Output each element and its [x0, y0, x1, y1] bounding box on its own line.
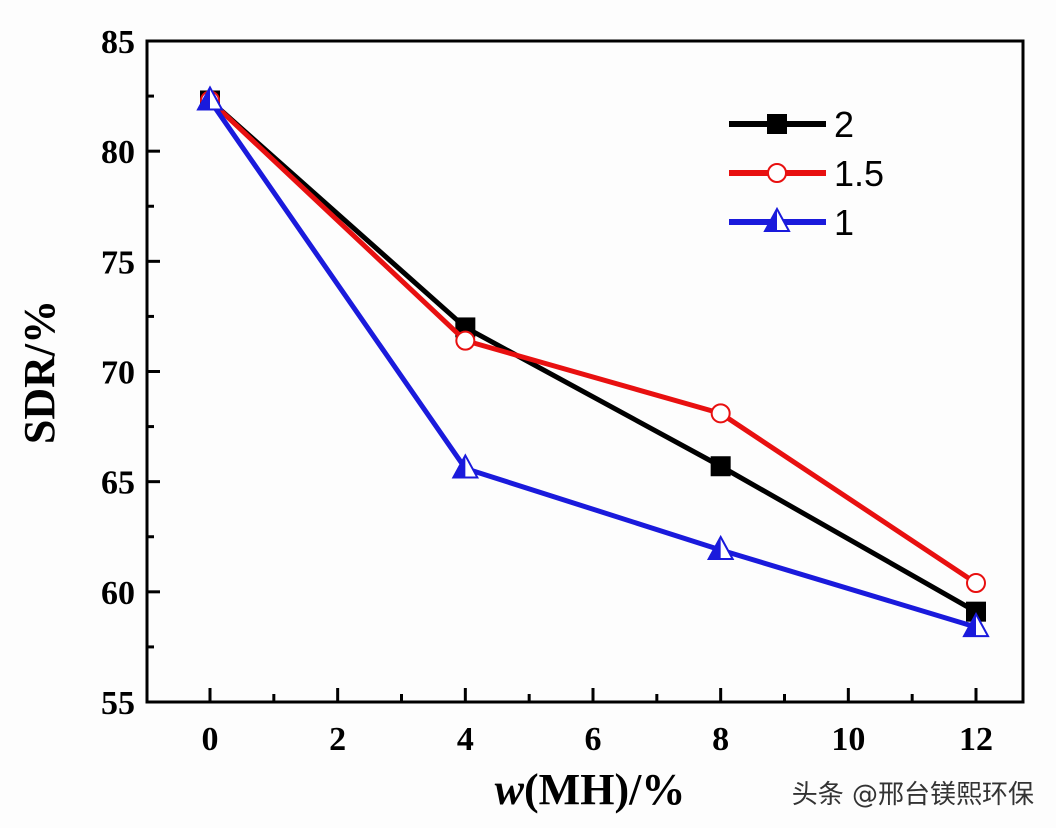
data-point	[966, 573, 986, 594]
data-point	[962, 611, 990, 638]
watermark: 头条 @邢台镁熙环保	[791, 780, 1034, 810]
x-tick-label: 2	[329, 721, 346, 758]
data-point	[706, 534, 735, 560]
x-tick-label: 8	[712, 721, 729, 758]
x-axis-title: w(MH)/%	[495, 765, 686, 814]
y-tick-label: 65	[101, 465, 135, 502]
series-line	[207, 99, 977, 630]
y-tick-label: 55	[101, 685, 135, 722]
data-point	[710, 403, 731, 424]
series-1.5	[200, 90, 986, 594]
data-point	[710, 456, 731, 477]
x-tick-label: 10	[831, 721, 865, 758]
y-tick-label: 60	[101, 575, 135, 612]
y-axis-title: SDR/%	[15, 300, 64, 444]
legend-item-1: 1	[729, 202, 854, 243]
x-axis-title-italic: w	[495, 765, 525, 814]
data-point	[455, 330, 476, 351]
legend-label: 2	[834, 104, 854, 145]
legend-item-2: 2	[729, 104, 854, 145]
triangle-fill	[708, 536, 721, 559]
legend-marker	[763, 206, 791, 232]
data-point	[966, 601, 986, 622]
data-point	[196, 85, 224, 111]
y-tick-label: 80	[101, 134, 135, 171]
data-point	[451, 453, 480, 479]
legend-label: 1.5	[834, 153, 884, 194]
legend-marker	[767, 114, 787, 134]
legend-label: 1	[834, 202, 854, 243]
x-tick-label: 12	[959, 721, 993, 758]
legend-item-1.5: 1.5	[729, 153, 884, 194]
triangle-fill	[453, 455, 466, 478]
legend-marker	[767, 163, 787, 183]
x-tick-label: 6	[585, 721, 602, 758]
series-line	[208, 98, 978, 614]
y-tick-label: 75	[101, 244, 135, 281]
series-line	[208, 98, 978, 586]
x-tick-label: 0	[202, 721, 219, 758]
x-axis-title-rest: (MH)/%	[524, 765, 685, 814]
x-tick-label: 4	[457, 721, 474, 758]
y-tick-label: 85	[101, 24, 135, 61]
triangle-fill	[964, 614, 976, 637]
series-1	[196, 85, 990, 638]
legend: 21.51	[729, 104, 884, 243]
y-tick-label: 70	[101, 355, 135, 392]
triangle-fill	[765, 209, 777, 231]
series-layer	[196, 85, 990, 638]
triangle-fill	[198, 87, 210, 110]
